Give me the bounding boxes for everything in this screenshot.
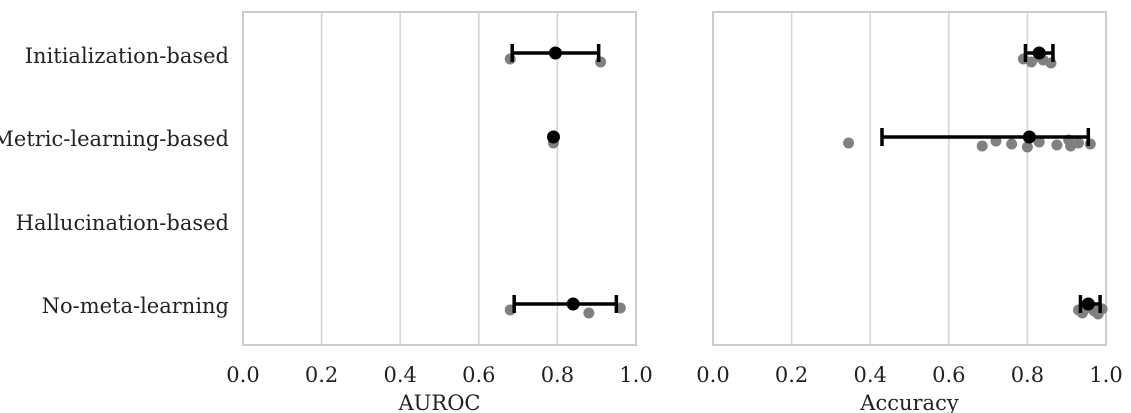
mean-marker — [1081, 297, 1095, 311]
x-axis-label: AUROC — [398, 391, 481, 413]
x-tick-label: 0.8 — [1011, 363, 1044, 387]
data-point — [976, 140, 988, 152]
data-point — [1084, 138, 1096, 150]
data-point — [1025, 56, 1037, 68]
x-tick-label: 0.8 — [541, 363, 574, 387]
data-point — [1021, 141, 1033, 153]
data-point — [843, 137, 855, 149]
data-point — [1051, 139, 1063, 151]
data-point — [1006, 138, 1018, 150]
mean-marker — [566, 297, 580, 311]
x-tick-label: 0.0 — [696, 363, 729, 387]
x-tick-label: 0.2 — [775, 363, 808, 387]
x-tick-label: 0.2 — [305, 363, 338, 387]
data-point — [1033, 136, 1045, 148]
x-tick-label: 0.6 — [462, 363, 495, 387]
x-tick-label: 1.0 — [619, 363, 652, 387]
data-point — [1045, 57, 1057, 69]
plot-frame — [712, 11, 1107, 346]
x-tick-label: 1.0 — [1089, 363, 1122, 387]
mean-marker — [1022, 130, 1036, 144]
data-point — [1072, 137, 1084, 149]
auroc-panel: 0.0 0.2 0.4 0.6 0.8 1.0 AUROC — [226, 11, 653, 413]
mean-marker — [548, 46, 562, 60]
x-tick-label: 0.0 — [226, 363, 259, 387]
x-tick-label: 0.4 — [383, 363, 416, 387]
category-labels: Initialization-based Metric-learning-bas… — [0, 44, 229, 318]
x-tick-label: 0.4 — [853, 363, 886, 387]
data-point — [504, 53, 516, 65]
category-label-initialization: Initialization-based — [25, 44, 229, 68]
accuracy-panel: 0.0 0.2 0.4 0.6 0.8 1.0 Accuracy — [696, 11, 1123, 413]
mean-marker — [1032, 46, 1046, 60]
x-axis-label: Accuracy — [859, 391, 959, 413]
data-point — [595, 56, 607, 68]
category-label-no-meta-learning: No-meta-learning — [42, 294, 229, 318]
category-label-hallucination: Hallucination-based — [16, 211, 229, 235]
category-label-metric-learning: Metric-learning-based — [0, 127, 229, 151]
mean-marker — [546, 130, 560, 144]
data-point — [583, 307, 595, 319]
x-tick-label: 0.6 — [932, 363, 965, 387]
plot-frame — [242, 11, 637, 346]
